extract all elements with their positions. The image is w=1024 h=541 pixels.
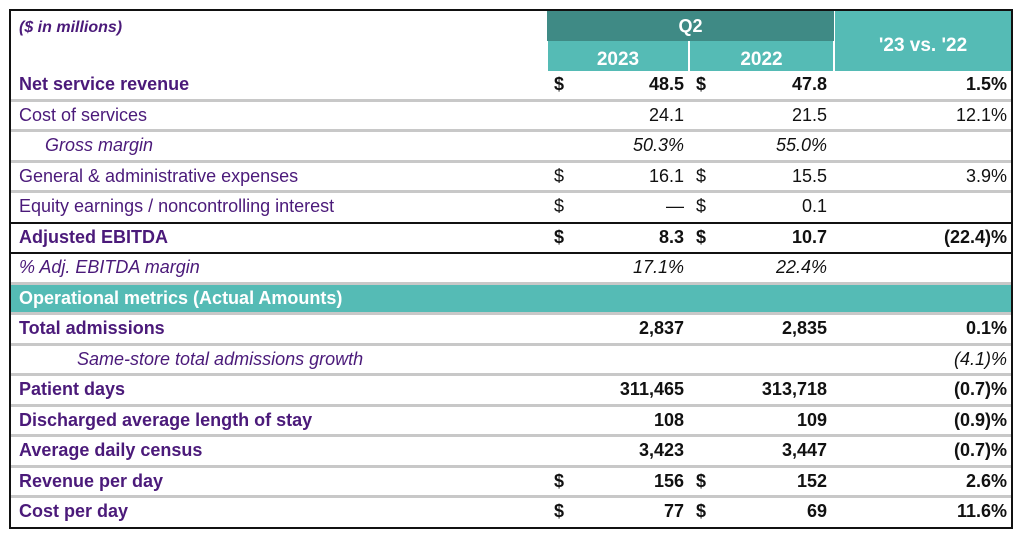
row-label: Discharged average length of stay [19,409,313,430]
value-2023: 3,423 [638,440,684,460]
value-2023: 8.3 [658,226,684,247]
table-row-revenue-per-day: Revenue per day $ 156 $ 152 2.6% [11,468,1011,498]
currency-2022: $ [696,226,707,247]
section-label: Operational metrics (Actual Amounts) [19,287,343,308]
value-2022: 0.1 [801,196,827,216]
row-label: Equity earnings / noncontrolling interes… [19,196,335,216]
currency-2023: $ [554,470,565,491]
table-row-net-service-revenue: Net service revenue $ 48.5 $ 47.8 1.5% [11,71,1011,102]
value-change: (22.4)% [943,226,1007,247]
table-row-gross-margin: Gross margin 50.3% 55.0% [11,132,1011,163]
financial-table: ($ in millions) Q2 2023 2022 '23 vs. '22… [9,9,1013,529]
value-2023: 16.1 [648,165,684,186]
section-header-operational-metrics: Operational metrics (Actual Amounts) [11,284,1011,315]
value-change: (0.9)% [953,409,1007,430]
row-label: Gross margin [45,135,154,155]
value-2022: 22.4% [775,257,827,277]
currency-2022: $ [696,165,707,186]
value-change: (0.7)% [953,440,1007,460]
currency-2023: $ [554,74,565,94]
currency-2023: $ [554,165,565,186]
row-label: Revenue per day [19,470,164,491]
currency-2022: $ [696,196,707,216]
table-row-adjusted-ebitda: Adjusted EBITDA $ 8.3 $ 10.7 (22.4)% [11,224,1011,254]
row-label: General & administrative expenses [19,165,299,186]
table-row-cost-of-services: Cost of services 24.1 21.5 12.1% [11,102,1011,132]
currency-2022: $ [696,470,707,491]
row-label: % Adj. EBITDA margin [19,257,200,277]
value-2023: 50.3% [632,135,684,155]
value-change: 0.1% [965,318,1007,338]
value-2022: 55.0% [775,135,827,155]
row-label: Adjusted EBITDA [19,226,169,247]
table-row-discharged-alos: Discharged average length of stay 108 10… [11,407,1011,437]
table-row-patient-days: Patient days 311,465 313,718 (0.7)% [11,376,1011,407]
table-row-equity-earnings: Equity earnings / noncontrolling interes… [11,193,1011,224]
value-2023: 24.1 [648,104,684,125]
value-2022: 10.7 [791,226,827,247]
value-2023: 156 [653,470,684,491]
value-2023: 311,465 [619,379,684,399]
row-label: Average daily census [19,440,203,460]
table-row-cost-per-day: Cost per day $ 77 $ 69 11.6% [11,498,1011,529]
currency-2023: $ [554,196,565,216]
table-row-general-administrative: General & administrative expenses $ 16.1… [11,163,1011,193]
row-label: Net service revenue [19,74,190,94]
units-note: ($ in millions) [19,19,123,36]
row-label: Cost of services [19,104,148,125]
currency-2022: $ [696,74,707,94]
row-label: Same-store total admissions growth [77,348,364,369]
table-row-same-store-admissions-growth: Same-store total admissions growth (4.1)… [11,346,1011,376]
value-2023: 17.1% [632,257,684,277]
row-label: Total admissions [19,318,165,338]
value-2023: 48.5 [648,74,684,94]
value-2022: 15.5 [791,165,827,186]
row-label: Cost per day [19,501,129,521]
year-header-2022: 2022 [690,41,833,71]
value-2022: 313,718 [761,379,827,399]
value-change: 11.6% [956,501,1007,521]
value-2022: 2,835 [781,318,827,338]
period-header: Q2 [547,11,834,41]
value-change: 3.9% [965,165,1007,186]
value-2022: 3,447 [781,440,827,460]
comparison-header: '23 vs. '22 [835,11,1011,71]
value-2023: 2,837 [638,318,684,338]
value-2022: 21.5 [791,104,827,125]
value-change: 12.1% [955,104,1007,125]
table-row-adj-ebitda-margin: % Adj. EBITDA margin 17.1% 22.4% [11,254,1011,285]
value-2022: 109 [796,409,827,430]
currency-2022: $ [696,501,707,521]
value-2023: 77 [663,501,684,521]
year-header-2023: 2023 [548,41,688,71]
value-change: (0.7)% [953,379,1007,399]
table-row-total-admissions: Total admissions 2,837 2,835 0.1% [11,315,1011,346]
value-2023: 108 [653,409,684,430]
currency-2023: $ [554,226,565,247]
value-change: 2.6% [965,470,1007,491]
currency-2023: $ [554,501,565,521]
value-2023: — [666,196,684,216]
value-2022: 152 [796,470,827,491]
table-row-average-daily-census: Average daily census 3,423 3,447 (0.7)% [11,437,1011,468]
value-2022: 69 [806,501,827,521]
row-label: Patient days [19,379,126,399]
value-change: (4.1)% [953,348,1007,369]
value-change: 1.5% [965,74,1007,94]
table-body: Net service revenue $ 48.5 $ 47.8 1.5% C… [11,71,1011,529]
value-2022: 47.8 [791,74,827,94]
